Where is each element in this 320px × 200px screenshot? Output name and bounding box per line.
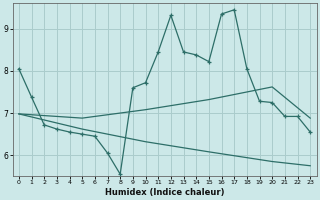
X-axis label: Humidex (Indice chaleur): Humidex (Indice chaleur) — [105, 188, 224, 197]
